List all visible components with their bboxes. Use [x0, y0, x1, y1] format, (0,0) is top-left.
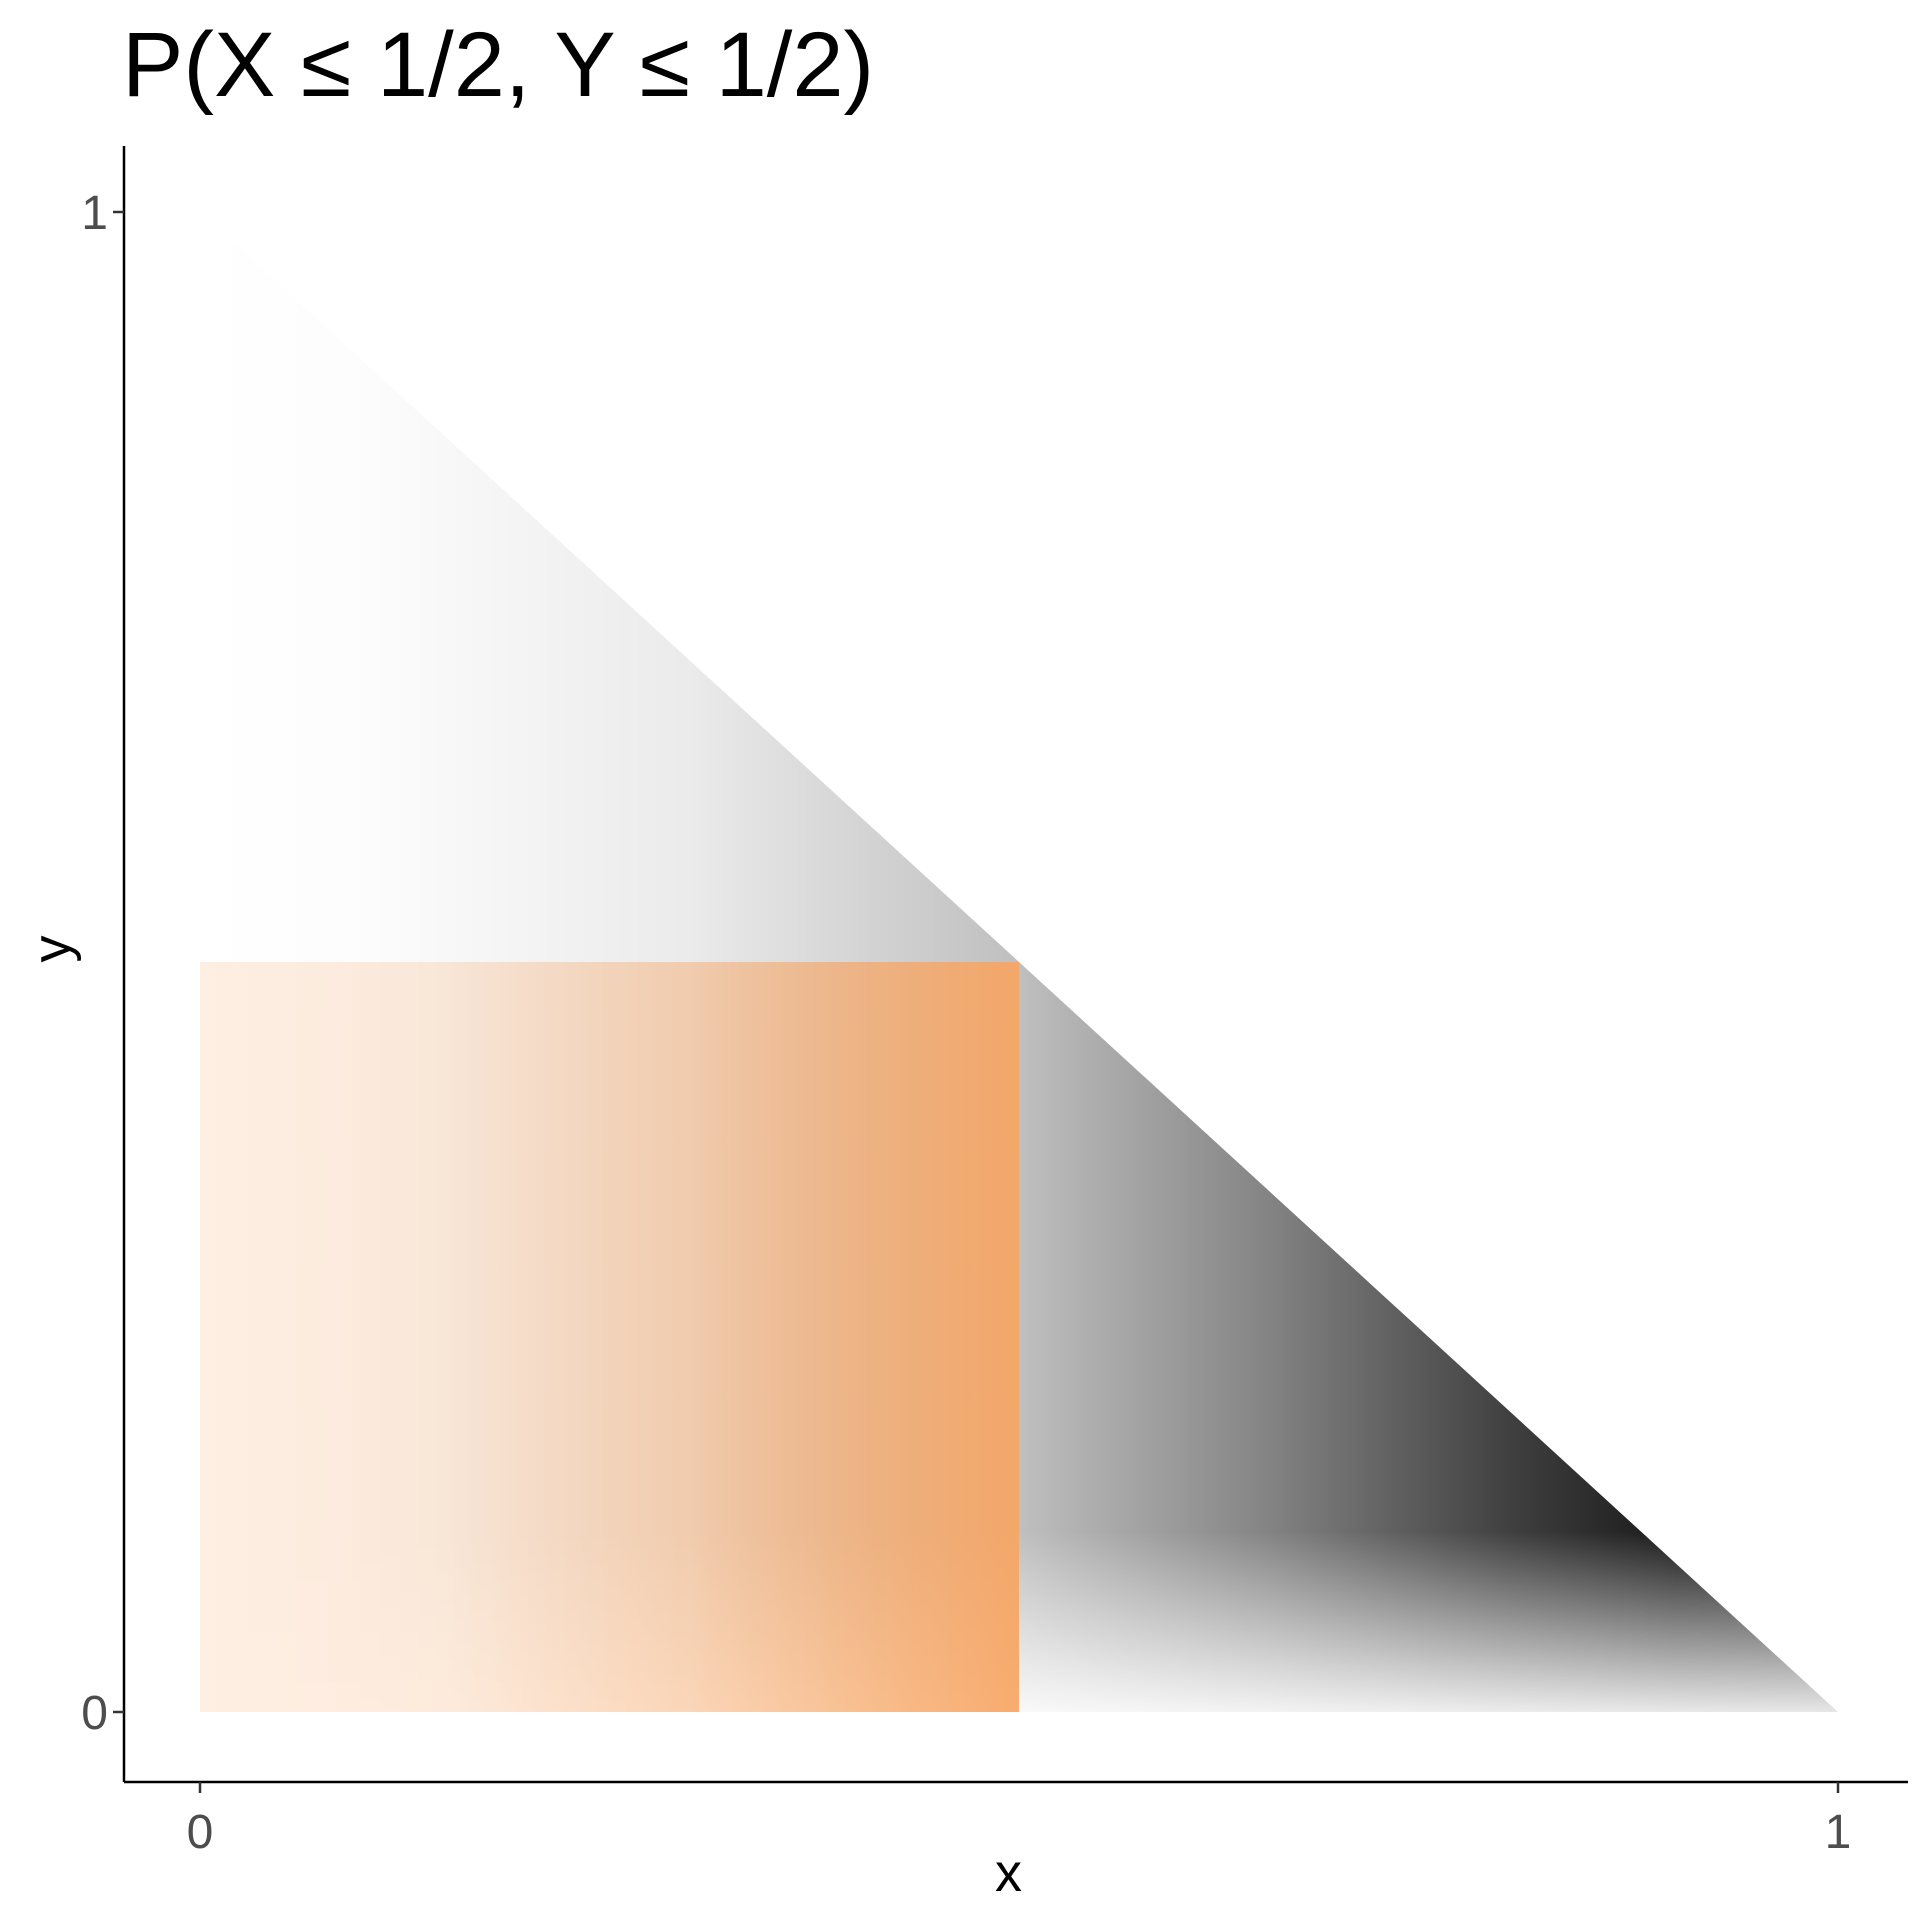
x-axis-label: x — [995, 1843, 1022, 1903]
x-tick-label: 0 — [187, 1806, 214, 1859]
x-tick-label: 1 — [1825, 1806, 1852, 1859]
y-tick-label: 0 — [81, 1687, 108, 1740]
y-tick-label: 1 — [81, 187, 108, 240]
event-region — [200, 962, 1019, 1712]
chart-title: P(X ≤ 1/2, Y ≤ 1/2) — [122, 14, 875, 116]
